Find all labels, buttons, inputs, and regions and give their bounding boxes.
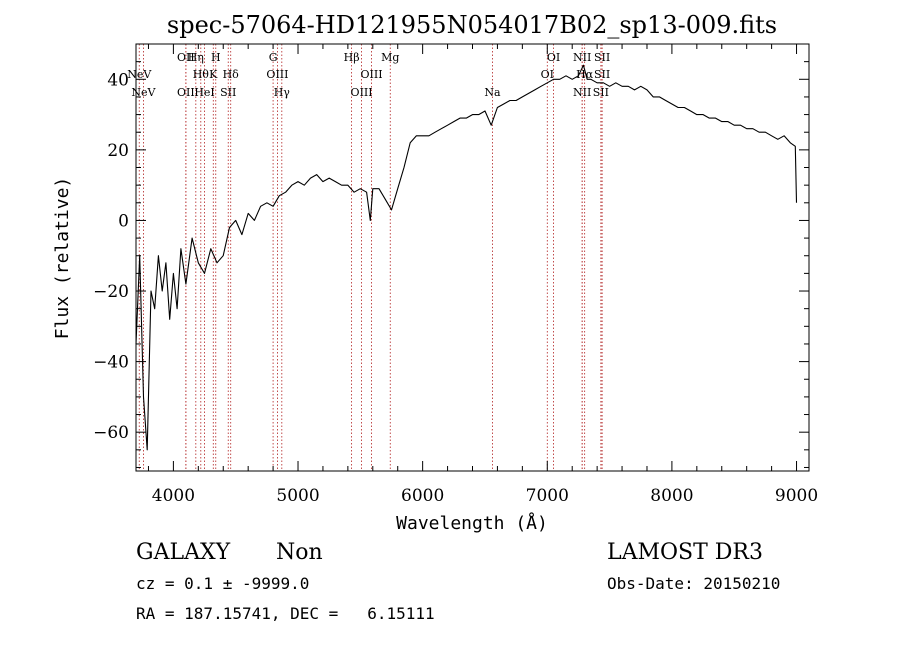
chart-title: spec-57064-HD121955N054017B02_sp13-009.f… [167,11,777,39]
line-label-8: K [209,68,218,81]
line-label-18: Na [484,86,501,99]
x-tick-label-2: 6000 [401,486,444,506]
line-label-23: NII [573,86,591,99]
spectrum-series [135,64,798,451]
redshift-readout: cz = 0.1 ± -9999.0 [136,574,309,593]
y-tick-label-0: −60 [93,423,129,443]
line-label-17: Mg [381,51,399,64]
line-label-13: Hγ [274,86,291,99]
x-tick-label-3: 7000 [526,486,569,506]
y-tick-label-2: −20 [93,282,129,302]
ra-dec-readout: RA = 187.15741, DEC = 6.15111 [136,604,435,623]
x-tick-label-5: 9000 [775,486,818,506]
line-label-1: NeV [131,86,156,99]
obs-date: Obs-Date: 20150210 [607,574,780,593]
object-subclass: Non [276,540,323,565]
x-axis-label: Wavelength (Å) [396,512,548,534]
line-label-11: G [269,51,278,64]
y-tick-label-5: 40 [107,70,129,90]
line-label-5: Hθ [193,68,210,81]
x-tick-label-1: 5000 [276,486,319,506]
line-label-10: SII [220,86,236,99]
line-label-19: OI [547,51,560,64]
line-label-0: NeV [127,68,152,81]
line-label-24: SII [594,51,610,64]
survey-label: LAMOST DR3 [607,540,763,565]
line-label-20: OI [541,68,554,81]
line-label-7: H [211,51,221,64]
line-label-25: SII [594,68,610,81]
line-label-4: Hη [188,51,204,64]
x-tick-label-0: 4000 [152,486,195,506]
line-label-21: NII [573,51,591,64]
line-label-26: SII [593,86,609,99]
y-tick-label-4: 20 [107,141,129,161]
x-axis-ticks: 4000 5000 6000 7000 8000 9000 [147,44,818,506]
line-label-16: OIII [351,86,373,99]
object-class: GALAXY [136,540,231,565]
line-label-14: Hβ [344,51,360,64]
x-tick-label-4: 8000 [650,486,693,506]
line-label-6: HeI [194,86,214,99]
line-label-3: OII [177,86,195,99]
line-label-12: OIII [266,68,288,81]
plot-frame [135,43,810,472]
y-tick-label-1: −40 [93,353,129,373]
y-axis-ticks: −60 −40 −20 0 20 40 [93,43,809,468]
spectral-line-markers [138,44,603,471]
y-axis-label: Flux (relative) [52,177,73,340]
line-label-2: OII [177,51,195,64]
spectrum-line [135,64,798,451]
line-label-15: OIII [361,68,383,81]
line-label-9: Hδ [223,68,240,81]
y-tick-label-3: 0 [118,211,129,231]
